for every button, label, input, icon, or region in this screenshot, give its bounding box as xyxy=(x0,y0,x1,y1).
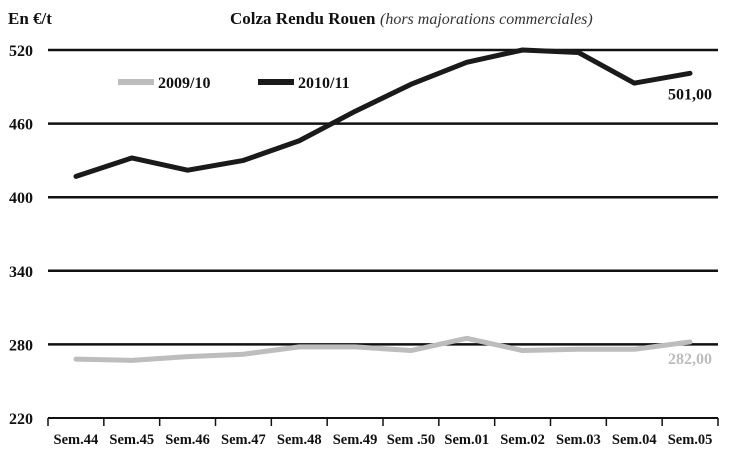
x-tick-label: Sem.45 xyxy=(109,432,154,448)
x-tick-label: Sem.46 xyxy=(165,432,210,448)
y-tick-labels: 520 460 400 340 280 220 xyxy=(9,43,33,428)
legend-label: 2009/10 xyxy=(158,75,210,92)
y-axis-unit: En €/t xyxy=(8,9,52,28)
end-value-labels: 282,00 501,00 xyxy=(668,86,712,368)
chart-title: Colza Rendu Rouen xyxy=(230,9,376,28)
x-tick-label: Sem.49 xyxy=(333,432,378,448)
gridlines xyxy=(48,48,718,419)
y-tick-label: 340 xyxy=(9,264,33,281)
y-tick-label: 220 xyxy=(9,411,33,428)
x-tick-label: Sem.48 xyxy=(277,432,322,448)
x-tick-label: Sem .50 xyxy=(387,432,435,448)
series-line-1 xyxy=(73,47,693,179)
x-tick-label: Sem.03 xyxy=(556,432,601,448)
chart-subtitle: (hors majorations commerciales) xyxy=(380,11,593,28)
x-tick-label: Sem.44 xyxy=(54,432,99,448)
y-tick-label: 520 xyxy=(9,43,33,60)
x-tick-label: Sem.05 xyxy=(668,432,713,448)
y-tick-label: 400 xyxy=(9,190,33,207)
x-tick-label: Sem.04 xyxy=(612,432,657,448)
y-tick-label: 280 xyxy=(9,337,33,354)
x-axis: Sem.44 Sem.45 Sem.46 Sem.47 Sem.48 Sem.49 Sem … xyxy=(47,418,719,448)
x-tick-label: Sem.47 xyxy=(221,432,266,448)
end-value-label: 501,00 xyxy=(668,86,712,103)
legend: 2009/10 2010/11 xyxy=(118,75,350,92)
end-value-label: 282,00 xyxy=(668,351,712,368)
x-tick-label: Sem.02 xyxy=(500,432,545,448)
x-tick-label: Sem.01 xyxy=(444,432,489,448)
y-tick-label: 460 xyxy=(9,117,33,134)
legend-label: 2010/11 xyxy=(298,75,350,92)
series-line-0 xyxy=(73,335,693,363)
series-lines xyxy=(73,47,693,363)
